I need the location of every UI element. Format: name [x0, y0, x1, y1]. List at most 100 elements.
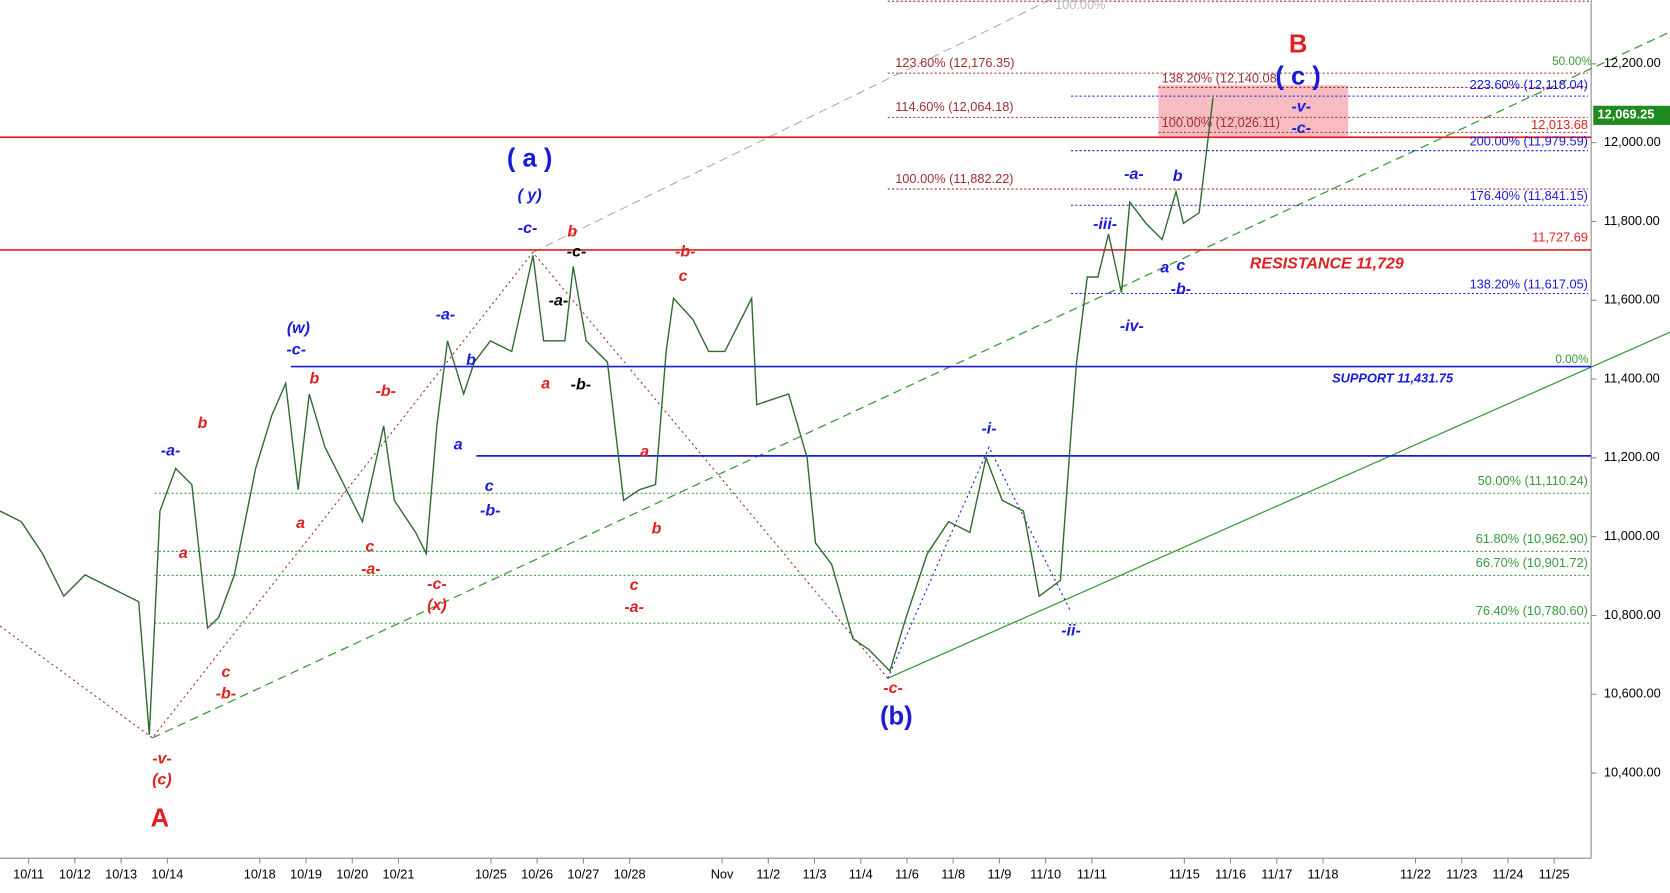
y-tick-label: 10,800.00 — [1604, 607, 1661, 622]
wave-label: c — [221, 664, 230, 681]
x-tick-label: 11/11 — [1077, 867, 1107, 882]
drawing-tools — [0, 0, 1670, 859]
wave-label: RESISTANCE 11,729 — [1250, 255, 1404, 272]
x-tick-label: 10/25 — [475, 867, 507, 882]
x-tick-label: 10/27 — [567, 867, 599, 882]
level-label: 114.60% (12,064.18) — [895, 99, 1013, 114]
level-label: 200.00% (11,979.59) — [1470, 134, 1588, 149]
x-tick-label: 10/21 — [382, 867, 414, 882]
x-tick-label: 11/22 — [1400, 867, 1431, 882]
wave-label: B — [1289, 31, 1307, 59]
x-tick-label: 11/8 — [941, 867, 965, 882]
y-tick-label: 11,400.00 — [1604, 370, 1660, 385]
x-tick-label: 10/19 — [290, 867, 322, 882]
wave-label: 50.00% — [1552, 55, 1592, 68]
wave-label: a — [541, 376, 550, 393]
wave-label: -i- — [981, 420, 996, 437]
wave-label: -b- — [376, 383, 396, 400]
x-tick-label: 11/2 — [756, 867, 780, 882]
x-tick-label: 11/10 — [1030, 867, 1061, 882]
x-tick-label: 11/4 — [849, 867, 873, 882]
wave-label: -a- — [1124, 166, 1144, 183]
wave-label: (c) — [152, 772, 172, 789]
y-tick-label: 12,200.00 — [1604, 55, 1661, 70]
level-label: 11,727.69 — [1532, 230, 1588, 245]
level-label: 138.20% (11,617.05) — [1470, 276, 1588, 291]
wave-label: -c- — [427, 576, 447, 593]
wave-label: -iv- — [1120, 318, 1144, 335]
y-tick-label: 11,800.00 — [1604, 213, 1660, 228]
wave-label: -v- — [1291, 99, 1311, 116]
wave-label: -c- — [883, 680, 903, 697]
y-tick-label: 11,200.00 — [1604, 449, 1660, 464]
y-tick-label: 11,000.00 — [1604, 528, 1660, 543]
x-tick-label: 10/12 — [59, 867, 91, 882]
level-label: 223.60% (12,118.04) — [1470, 77, 1588, 92]
level-label: 176.40% (11,841.15) — [1470, 188, 1588, 203]
wave-label: -v- — [152, 750, 172, 767]
x-tick-label: 11/6 — [895, 867, 919, 882]
wave-label: -ii- — [1061, 623, 1081, 640]
x-tick-label: 10/18 — [244, 867, 276, 882]
last-price-label: 12,069.25 — [1598, 107, 1655, 122]
level-label: 100.00% — [1055, 0, 1105, 12]
x-tick-label: 11/17 — [1261, 867, 1292, 882]
x-tick-label: 11/18 — [1308, 867, 1339, 882]
wave-label: -a- — [549, 293, 569, 310]
wave-label: c — [1176, 257, 1185, 274]
wave-label: -b- — [480, 502, 500, 519]
x-tick-label: 11/23 — [1446, 867, 1477, 882]
x-tick-label: 10/28 — [614, 867, 646, 882]
last-price-box — [1593, 105, 1670, 125]
wave-label: b — [198, 415, 208, 432]
level-label: 100.00% (11,882.22) — [895, 171, 1013, 186]
y-tick-label: 12,000.00 — [1604, 134, 1661, 149]
wave-label: a — [179, 545, 188, 562]
wave-label: -c- — [567, 244, 587, 261]
level-label: 12,013.68 — [1531, 117, 1588, 132]
x-tick-label: 10/20 — [336, 867, 368, 882]
x-tick-label: 11/9 — [987, 867, 1011, 882]
wave-label: (w) — [287, 320, 310, 337]
wave-label: A — [151, 805, 169, 833]
wave-label: b — [466, 352, 476, 369]
level-label: 61.80% (10,962.90) — [1476, 531, 1588, 546]
wave-label: -c- — [1291, 120, 1311, 137]
wave-label: -a- — [624, 599, 644, 616]
level-label: 100.00% (12,026.11) — [1162, 115, 1280, 130]
wave-label: -a- — [436, 306, 456, 323]
wave-label: b — [310, 370, 320, 387]
price-line — [0, 97, 1214, 735]
wave-label: -b- — [675, 244, 695, 261]
y-tick-label: 10,400.00 — [1604, 764, 1661, 779]
wave-label: -b- — [216, 685, 236, 702]
x-tick-label: Nov — [711, 867, 734, 882]
level-label: 123.60% (12,176.35) — [895, 55, 1014, 70]
wave-label: ( c ) — [1275, 62, 1320, 90]
wave-label: ( a ) — [507, 144, 552, 172]
x-tick-label: 11/24 — [1492, 867, 1523, 882]
wave-label: -a- — [161, 443, 181, 460]
wave-label: -a- — [361, 561, 381, 578]
wave-label: c — [630, 577, 639, 594]
wave-label: 0.00% — [1555, 353, 1588, 366]
level-label: 50.00% (11,110.24) — [1478, 473, 1588, 488]
level-label: SUPPORT 11,431.75 — [1332, 371, 1454, 386]
wave-label: b — [1173, 168, 1183, 185]
x-tick-label: 10/11 — [13, 867, 44, 882]
wave-label: a — [296, 515, 305, 532]
wave-label: (x) — [427, 597, 447, 614]
x-tick-label: 11/15 — [1169, 867, 1200, 882]
y-tick-label: 10,600.00 — [1604, 686, 1661, 701]
x-tick-label: 10/13 — [105, 867, 137, 882]
wave-label: -c- — [518, 220, 538, 237]
x-tick-label: 10/14 — [151, 867, 183, 882]
wave-label: -iii- — [1093, 216, 1117, 233]
wave-label: c — [679, 268, 688, 285]
x-tick-label: 11/25 — [1539, 867, 1570, 882]
wave-label: a — [454, 436, 463, 453]
wave-label: a — [640, 444, 649, 461]
x-tick-label: 10/26 — [521, 867, 553, 882]
level-label: 66.70% (10,901.72) — [1476, 555, 1588, 570]
